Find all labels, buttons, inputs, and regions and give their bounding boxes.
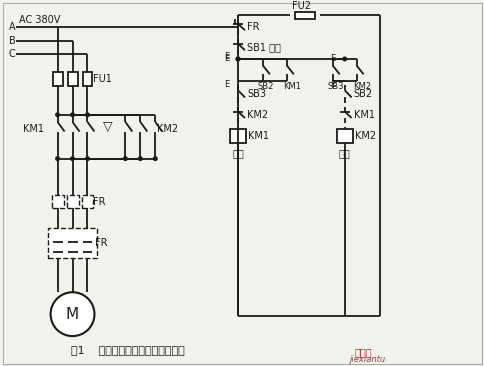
Text: M: M bbox=[66, 307, 79, 322]
Circle shape bbox=[56, 113, 59, 117]
Text: 反转: 反转 bbox=[338, 149, 350, 159]
Text: ▽: ▽ bbox=[103, 120, 112, 133]
Text: jiexiantu: jiexiantu bbox=[349, 355, 385, 363]
Bar bbox=[82, 72, 92, 86]
Text: SB3: SB3 bbox=[327, 82, 344, 92]
Bar bbox=[336, 129, 352, 142]
Circle shape bbox=[71, 113, 74, 117]
Text: KM1: KM1 bbox=[23, 124, 44, 134]
Text: FU2: FU2 bbox=[292, 1, 311, 11]
Text: C: C bbox=[9, 49, 15, 59]
Circle shape bbox=[86, 157, 89, 160]
Text: KM2: KM2 bbox=[352, 82, 370, 92]
Text: SB3: SB3 bbox=[246, 89, 265, 99]
Text: E: E bbox=[223, 81, 228, 89]
Bar bbox=[52, 72, 62, 86]
Text: E: E bbox=[223, 55, 228, 63]
Text: 接线图: 接线图 bbox=[354, 347, 372, 357]
Circle shape bbox=[153, 157, 157, 160]
Text: FR: FR bbox=[246, 22, 259, 32]
Bar bbox=[51, 195, 63, 208]
Text: E: E bbox=[223, 52, 228, 61]
Text: KM2: KM2 bbox=[246, 110, 268, 120]
Bar bbox=[81, 195, 93, 208]
Text: KM2: KM2 bbox=[157, 124, 178, 134]
Text: KM2: KM2 bbox=[354, 131, 375, 141]
Text: SB2: SB2 bbox=[257, 82, 274, 92]
Text: 图1    异步电动机正反转控制电路图: 图1 异步电动机正反转控制电路图 bbox=[70, 345, 184, 355]
Circle shape bbox=[123, 157, 127, 160]
Text: 正转: 正转 bbox=[232, 149, 243, 159]
Circle shape bbox=[56, 157, 59, 160]
Bar bbox=[66, 195, 78, 208]
Circle shape bbox=[236, 57, 239, 61]
Bar bbox=[229, 129, 245, 142]
Bar bbox=[47, 228, 97, 258]
Circle shape bbox=[342, 57, 346, 61]
Text: SB1 停车: SB1 停车 bbox=[246, 42, 280, 52]
Text: B: B bbox=[9, 36, 15, 46]
Text: E: E bbox=[330, 81, 335, 89]
Circle shape bbox=[71, 157, 74, 160]
Bar bbox=[67, 72, 77, 86]
Text: FU1: FU1 bbox=[93, 74, 112, 84]
Circle shape bbox=[86, 113, 89, 117]
Text: SB2: SB2 bbox=[353, 89, 372, 99]
Text: KM1: KM1 bbox=[353, 110, 374, 120]
Text: KM1: KM1 bbox=[247, 131, 269, 141]
Text: A: A bbox=[9, 22, 15, 32]
Bar bbox=[294, 12, 314, 19]
Text: AC 380V: AC 380V bbox=[19, 15, 60, 25]
Circle shape bbox=[50, 292, 94, 336]
Text: FR: FR bbox=[95, 238, 108, 249]
Circle shape bbox=[138, 157, 142, 160]
Text: FR: FR bbox=[93, 197, 106, 206]
Circle shape bbox=[236, 57, 239, 61]
Text: E: E bbox=[330, 55, 335, 63]
Text: KM1: KM1 bbox=[282, 82, 300, 92]
